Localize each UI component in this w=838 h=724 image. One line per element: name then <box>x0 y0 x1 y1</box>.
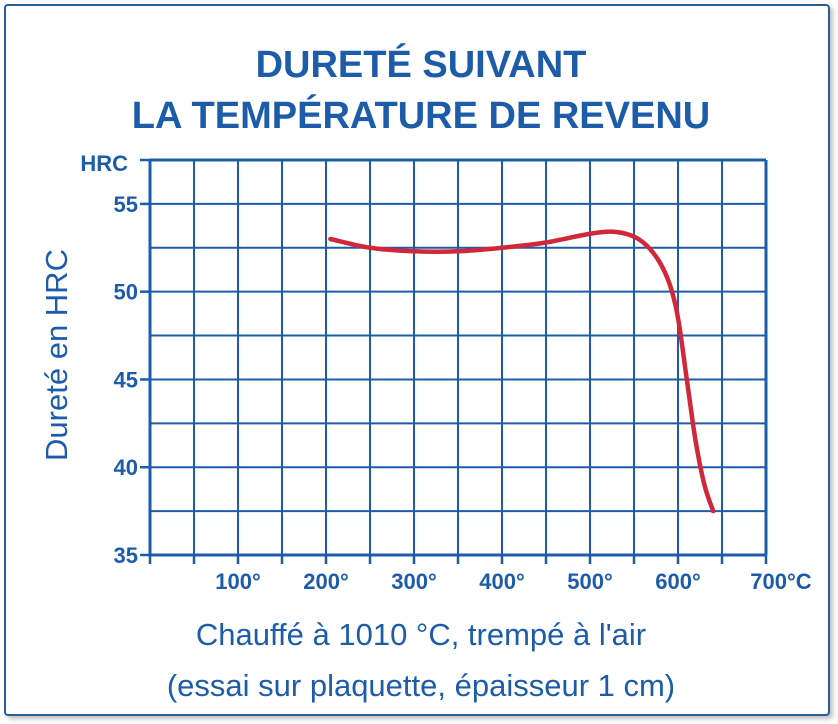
x-tick-label: 700°C <box>750 569 812 594</box>
y-unit-label: HRC <box>80 151 128 176</box>
x-tick-label: 500° <box>567 569 613 594</box>
x-axis-caption-line-2: (essai sur plaquette, épaisseur 1 cm) <box>167 668 675 703</box>
chart-title-line-2: LA TEMPÉRATURE DE REVENU <box>132 93 710 137</box>
chart-title-line-1: DURETÉ SUIVANT <box>256 42 587 86</box>
y-tick-label: 45 <box>114 367 138 392</box>
series-line-hardness <box>328 229 716 514</box>
y-tick-labels: 35 40 45 50 55 <box>114 192 138 568</box>
x-tick-label: 400° <box>479 569 525 594</box>
y-tick-label: 50 <box>114 280 138 305</box>
y-tick-label: 35 <box>114 543 138 568</box>
y-tick-label: 40 <box>114 455 138 480</box>
y-axis-label: Dureté en HRC <box>39 249 74 461</box>
chart-frame <box>4 4 830 716</box>
y-tick-label: 55 <box>114 192 138 217</box>
x-tick-label: 200° <box>303 569 349 594</box>
x-axis-caption-line-1: Chauffé à 1010 °C, trempé à l'air <box>196 617 646 652</box>
grid <box>140 158 768 564</box>
x-tick-labels: 100° 200° 300° 400° 500° 600° 700°C <box>215 569 812 594</box>
x-tick-label: 100° <box>215 569 261 594</box>
x-tick-label: 300° <box>391 569 437 594</box>
x-tick-label: 600° <box>655 569 701 594</box>
